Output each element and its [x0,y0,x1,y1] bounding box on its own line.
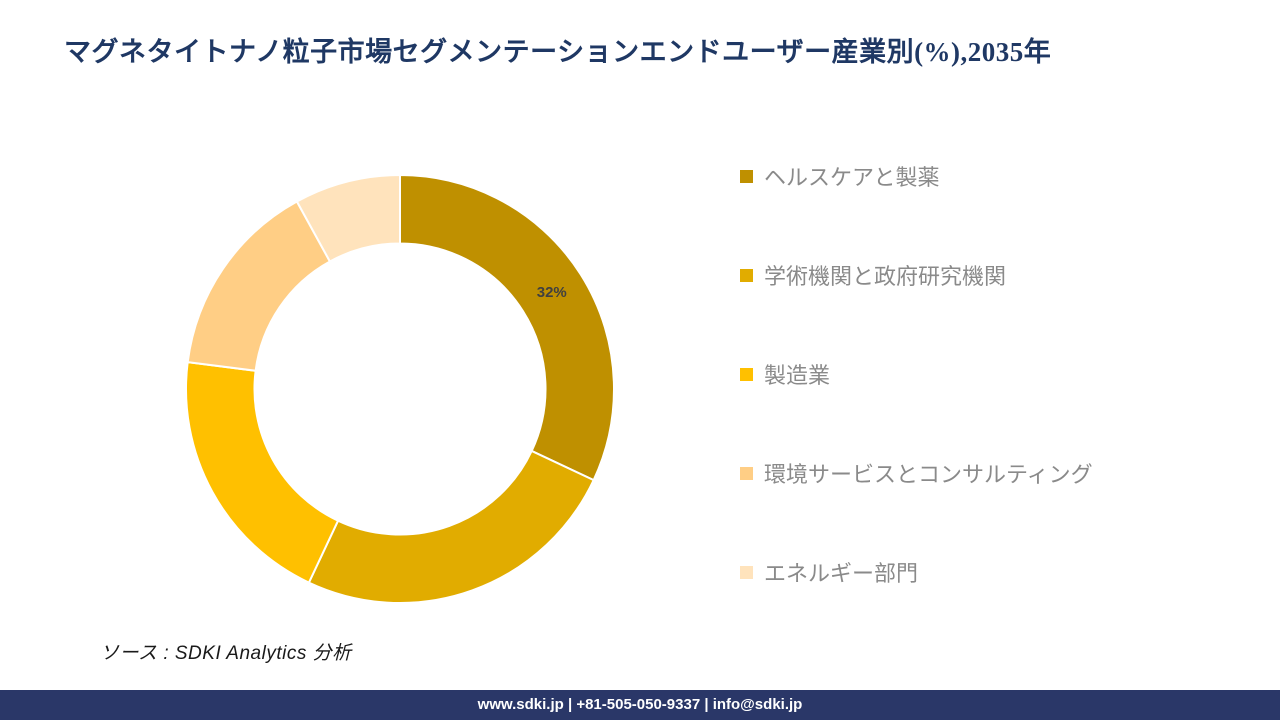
legend-item-3[interactable]: 環境サービスとコンサルティング [740,451,1093,495]
legend-item-2[interactable]: 製造業 [740,352,830,396]
donut-segment-0[interactable] [399,173,615,482]
footer-contact-text: www.sdki.jp | +81-505-050-9337 | info@sd… [477,696,803,713]
donut-segment-4[interactable] [295,173,401,263]
legend-marker-icon [740,565,753,579]
donut-segment-1[interactable] [307,449,595,604]
legend-marker-icon [740,367,753,381]
chart-legend: ヘルスケアと製薬学術機関と政府研究機関 製造業環境サービスとコンサルティング エネル… [740,0,1210,720]
donut-chart-area: 32% [180,169,620,609]
legend-label: 製造業 [764,363,831,388]
legend-label: エネルギー部門 [764,561,919,586]
legend-label: ヘルスケアと製薬 [764,165,940,190]
legend-label: 学術機関と政府研究機関 [764,264,1007,289]
legend-item-0[interactable]: ヘルスケアと製薬 [740,154,940,198]
donut-segment-3[interactable] [186,200,332,372]
donut-chart: 32% [185,173,615,604]
footer-bar: www.sdki.jp | +81-505-050-9337 | info@sd… [0,690,1280,720]
donut-data-label: 32% [537,284,567,301]
legend-item-1[interactable]: 学術機関と政府研究機関 [740,253,1006,297]
legend-marker-icon [740,169,753,183]
chart-title: マグネタイトナノ粒子市場セグメンテーションエンドユーザー産業別(%),2035年 [64,37,1052,67]
legend-item-4[interactable]: エネルギー部門 [740,550,918,594]
legend-marker-icon [740,466,753,480]
source-note: ソース : SDKI Analytics 分析 [100,643,352,664]
donut-segment-2[interactable] [185,361,340,584]
legend-label: 環境サービスとコンサルティング [764,462,1093,487]
legend-marker-icon [740,268,753,282]
